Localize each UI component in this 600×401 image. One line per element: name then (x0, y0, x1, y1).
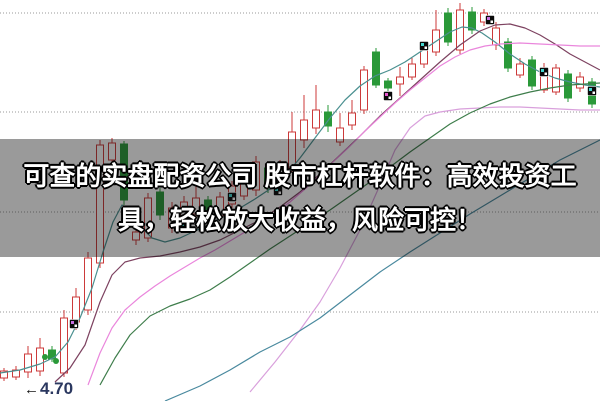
candle-body (36, 347, 44, 372)
candle-body (420, 49, 428, 65)
candle-body (24, 353, 32, 373)
signal-marker-dot (385, 93, 388, 96)
signal-marker-dot (592, 91, 595, 94)
candle-body (180, 201, 188, 221)
green-dot-marker (42, 354, 48, 360)
candle-body (72, 296, 80, 323)
ma-pink-line (87, 42, 600, 386)
candle-body (192, 197, 200, 215)
candle-body (408, 63, 416, 78)
candle-body (60, 317, 68, 374)
signal-marker-dot (109, 178, 112, 181)
candle-body (0, 370, 8, 379)
ma-violet-line (249, 106, 600, 393)
candle-body (252, 161, 260, 191)
signal-marker-dot (229, 194, 232, 197)
candle-body (372, 51, 380, 86)
candle-body (168, 207, 176, 229)
candle-body (528, 59, 536, 87)
candle-body (276, 165, 284, 185)
candle-body (84, 257, 92, 311)
candle-body (144, 197, 152, 239)
price-annotation-value: 4.70 (40, 379, 74, 398)
signal-marker-dot (490, 20, 493, 23)
signal-marker-dot (388, 96, 391, 99)
candle-body (312, 109, 320, 129)
signal-marker-dot (275, 188, 278, 191)
candle-body (204, 199, 212, 223)
candle-body (468, 11, 476, 31)
signal-marker-dot (541, 69, 544, 72)
headline-line-2: 具，轻松放大收益，风险可控！ (117, 205, 482, 235)
candle-body (324, 111, 332, 127)
candle-body (576, 76, 584, 89)
left-arrow-icon: ← (24, 380, 39, 398)
candle-body (216, 196, 224, 217)
ma-steel-line (164, 139, 600, 401)
ma-green-line (99, 82, 600, 386)
candle-body (444, 12, 452, 43)
candle-body (300, 119, 308, 141)
signal-marker-dot (181, 223, 184, 226)
signal-marker-dot (74, 324, 77, 327)
signal-marker-dot (71, 321, 74, 324)
signal-marker-dot (421, 43, 424, 46)
signal-marker-dot (232, 197, 235, 200)
candle-body (456, 9, 464, 51)
signal-marker-dot (589, 88, 592, 91)
candle-body (132, 231, 140, 241)
candle-body (348, 112, 356, 126)
signal-marker-dot (184, 226, 187, 229)
price-annotation: ← 4.70 (24, 379, 73, 399)
headline-overlay-band: 可查的实盘配资公司 股市杠杆软件：高效投资工 具，轻松放大收益，风险可控！ (0, 139, 600, 257)
candle-body (552, 67, 560, 93)
ma-teal-line (0, 26, 600, 374)
candle-body (240, 171, 248, 197)
candle-body (360, 69, 368, 111)
candle-body (336, 127, 344, 143)
signal-marker-dot (278, 191, 281, 194)
signal-marker-dot (544, 72, 547, 75)
signal-marker-dot (424, 46, 427, 49)
candle-body (396, 76, 404, 85)
candle-body (264, 167, 272, 189)
green-dot-marker (53, 358, 59, 364)
candle-body (108, 142, 116, 161)
headline-line-1: 可查的实盘配资公司 股市杠杆软件：高效投资工 (23, 161, 577, 191)
candle-body (156, 191, 164, 216)
candle-body (384, 80, 392, 89)
signal-marker-dot (112, 181, 115, 184)
signal-marker-dot (487, 17, 490, 20)
candle-body (516, 63, 524, 76)
candle-body (120, 143, 128, 201)
